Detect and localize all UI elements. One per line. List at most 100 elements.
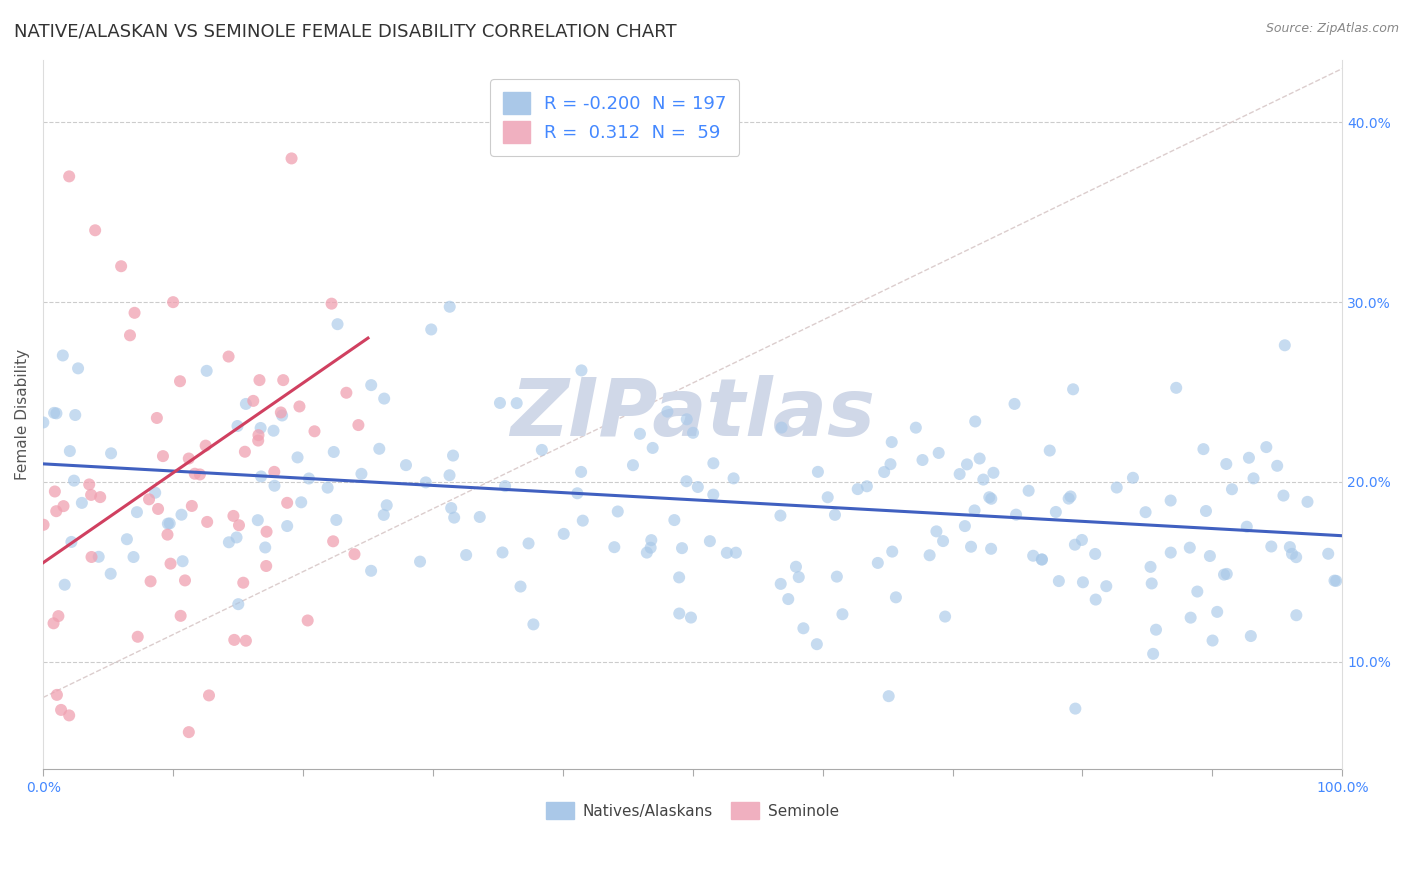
Point xyxy=(956,458,979,472)
Point xyxy=(983,466,1005,480)
Point xyxy=(1084,592,1107,607)
Point xyxy=(195,515,218,529)
Point xyxy=(702,456,724,470)
Point xyxy=(194,439,217,453)
Point xyxy=(1201,633,1223,648)
Point xyxy=(250,469,273,483)
Point xyxy=(1178,541,1201,555)
Point xyxy=(270,405,292,419)
Point xyxy=(969,451,991,466)
Point xyxy=(1323,574,1346,588)
Point xyxy=(1237,450,1260,465)
Point xyxy=(806,637,828,651)
Point xyxy=(569,465,592,479)
Point xyxy=(439,300,461,314)
Point xyxy=(53,578,76,592)
Point xyxy=(32,517,55,532)
Point xyxy=(522,617,544,632)
Point xyxy=(146,502,169,516)
Point xyxy=(980,491,1002,506)
Point xyxy=(668,570,690,584)
Point xyxy=(325,513,347,527)
Point xyxy=(1071,575,1094,590)
Point xyxy=(1216,566,1239,581)
Point xyxy=(373,392,395,406)
Point xyxy=(1260,540,1282,554)
Point xyxy=(263,465,285,479)
Point xyxy=(1095,579,1118,593)
Point xyxy=(1240,629,1263,643)
Point xyxy=(657,404,679,418)
Point xyxy=(45,504,67,518)
Point xyxy=(360,564,382,578)
Point xyxy=(65,408,87,422)
Point xyxy=(787,570,810,584)
Point xyxy=(1047,574,1070,588)
Point xyxy=(724,546,747,560)
Point xyxy=(603,540,626,554)
Point xyxy=(1160,546,1182,560)
Point xyxy=(152,449,174,463)
Point xyxy=(664,513,686,527)
Point xyxy=(441,449,464,463)
Point xyxy=(256,524,278,539)
Point xyxy=(138,492,160,507)
Point xyxy=(395,458,418,472)
Point xyxy=(769,577,792,591)
Point xyxy=(80,549,103,564)
Point xyxy=(249,373,271,387)
Point xyxy=(1071,533,1094,547)
Point xyxy=(1285,608,1308,623)
Point xyxy=(159,516,181,531)
Point xyxy=(287,450,309,465)
Point xyxy=(169,608,191,623)
Point xyxy=(468,510,491,524)
Point xyxy=(1166,381,1188,395)
Y-axis label: Female Disability: Female Disability xyxy=(15,349,30,480)
Point xyxy=(882,544,904,558)
Point xyxy=(235,397,257,411)
Point xyxy=(440,501,463,516)
Point xyxy=(247,434,270,448)
Point xyxy=(1004,397,1026,411)
Point xyxy=(856,479,879,493)
Point xyxy=(67,361,90,376)
Point xyxy=(304,425,326,439)
Point xyxy=(979,490,1001,504)
Point xyxy=(409,555,432,569)
Point xyxy=(769,508,792,523)
Point xyxy=(32,416,55,430)
Text: Source: ZipAtlas.com: Source: ZipAtlas.com xyxy=(1265,22,1399,36)
Point xyxy=(606,504,628,518)
Point xyxy=(45,406,67,420)
Point xyxy=(77,477,100,491)
Point xyxy=(636,545,658,559)
Point xyxy=(87,549,110,564)
Point xyxy=(110,259,132,273)
Point xyxy=(668,607,690,621)
Point xyxy=(254,541,277,555)
Point xyxy=(884,591,907,605)
Point xyxy=(686,480,709,494)
Point xyxy=(1243,471,1265,485)
Point xyxy=(226,597,249,611)
Point xyxy=(1045,505,1067,519)
Point xyxy=(928,446,950,460)
Point xyxy=(443,510,465,524)
Point xyxy=(879,457,901,471)
Point xyxy=(770,420,793,434)
Point xyxy=(1142,647,1164,661)
Point xyxy=(177,725,200,739)
Point xyxy=(1206,605,1229,619)
Point xyxy=(880,435,903,450)
Point xyxy=(716,546,738,560)
Point xyxy=(288,400,311,414)
Point xyxy=(42,616,65,631)
Point xyxy=(170,508,193,522)
Point xyxy=(242,393,264,408)
Point xyxy=(174,574,197,588)
Point xyxy=(1105,481,1128,495)
Point xyxy=(58,708,80,723)
Point xyxy=(491,545,513,559)
Text: ZIPatlas: ZIPatlas xyxy=(510,376,875,453)
